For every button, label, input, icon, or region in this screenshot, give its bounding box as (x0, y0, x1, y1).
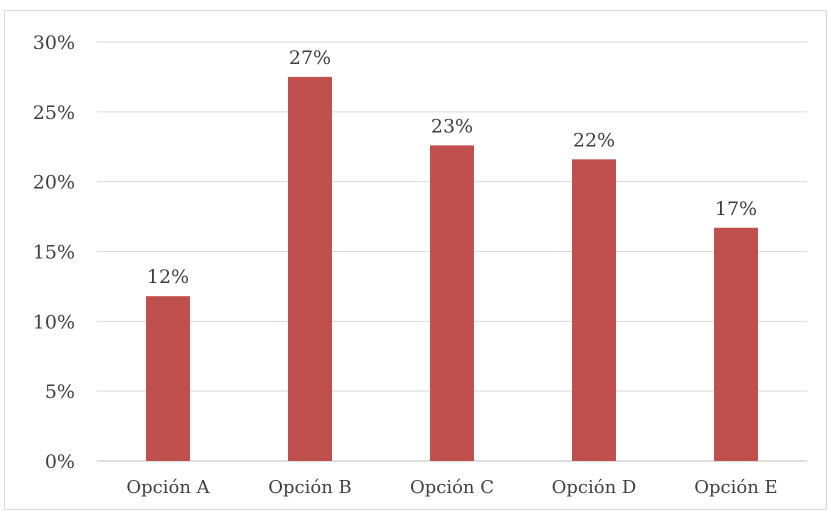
category-label: Opción D (552, 477, 637, 498)
data-label: 17% (715, 198, 757, 220)
y-tick-label: 15% (33, 242, 75, 264)
y-tick-label: 30% (33, 32, 75, 54)
bar (288, 76, 332, 462)
bar (146, 296, 190, 461)
category-label: Opción B (268, 477, 352, 498)
data-label: 12% (147, 266, 189, 288)
data-label: 23% (431, 115, 473, 137)
y-tick-label: 10% (33, 311, 75, 333)
y-tick-label: 0% (45, 451, 75, 473)
bar (572, 159, 616, 461)
data-label: 22% (573, 129, 615, 151)
bar (714, 227, 758, 461)
bar (430, 145, 474, 461)
category-label: Opción A (126, 477, 210, 498)
y-tick-label: 25% (33, 102, 75, 124)
category-label: Opción E (694, 477, 777, 498)
chart-frame (4, 10, 827, 510)
y-tick-label: 20% (33, 172, 75, 194)
y-tick-label: 5% (45, 381, 75, 403)
category-label: Opción C (410, 477, 494, 498)
data-label: 27% (289, 47, 331, 69)
